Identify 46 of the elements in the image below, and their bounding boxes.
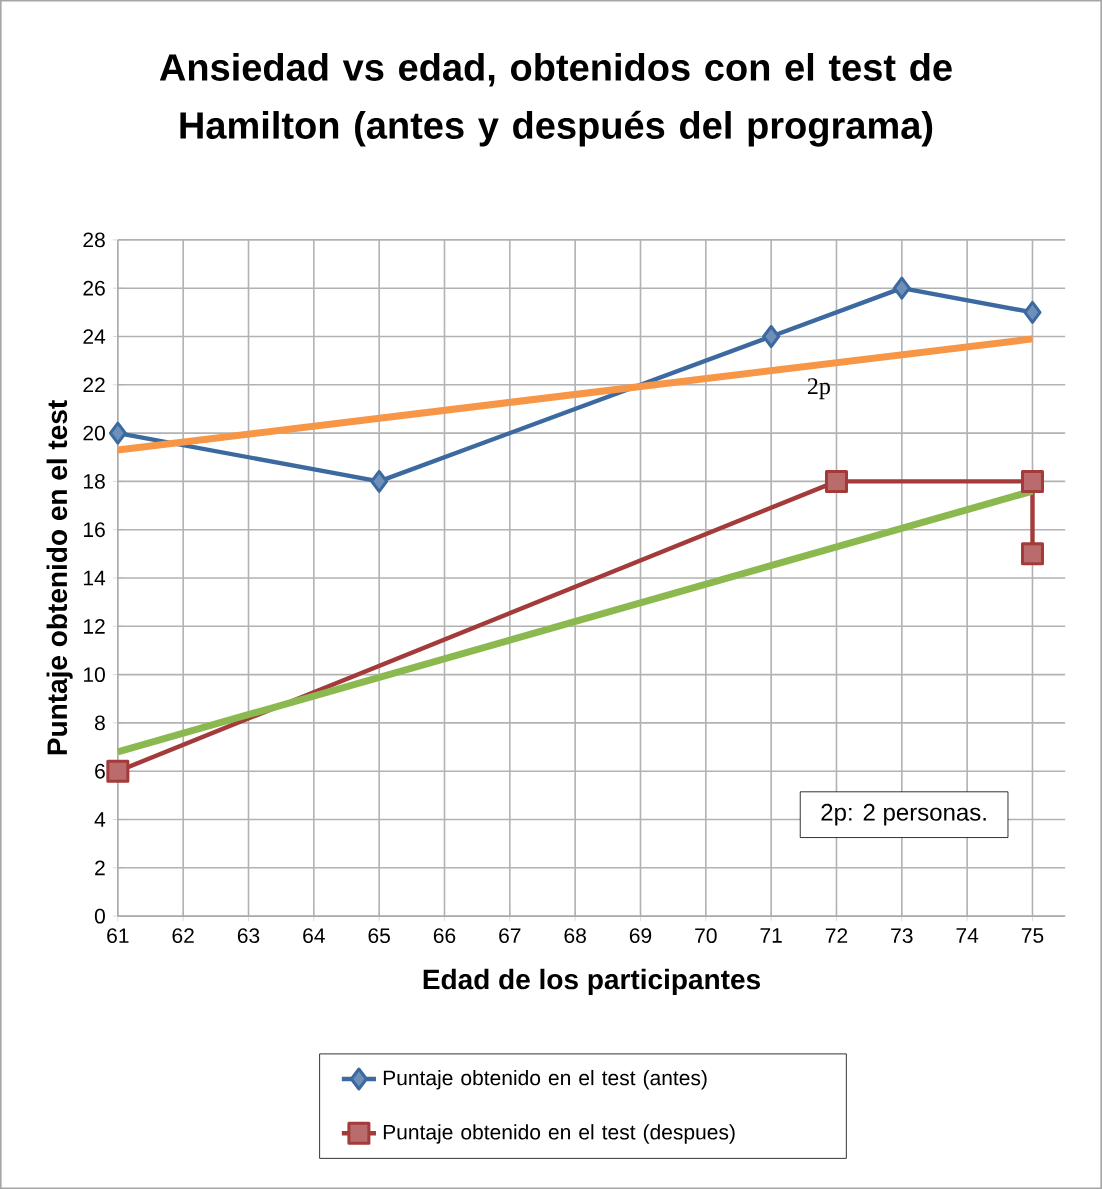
- y-tick-label: 18: [84, 473, 105, 489]
- y-tick-label: 28: [83, 232, 105, 248]
- y-tick-label: 8: [95, 715, 105, 731]
- y-tick-label: 24: [83, 329, 106, 344]
- legend-label: Puntaje obtenido en el test (despues): [383, 1124, 735, 1144]
- point: [825, 469, 849, 493]
- point: [1021, 469, 1045, 493]
- x-tick-label: 69: [629, 928, 652, 944]
- x-tick-label: 67: [499, 928, 521, 944]
- x-tick-label: 68: [564, 928, 586, 944]
- x-tick-label: 65: [368, 928, 390, 944]
- y-axis-title: Puntaje obtenido en el test: [46, 400, 73, 755]
- y-tick-label: 16: [84, 522, 105, 538]
- x-axis-title: Edad de los participantes: [423, 968, 761, 995]
- point: [762, 324, 781, 348]
- x-tick-label: 70: [695, 928, 717, 944]
- y-tick-label: 14: [84, 570, 106, 586]
- x-tick-label: 63: [237, 928, 260, 944]
- x-tick-label: 61: [107, 928, 129, 944]
- point: [892, 276, 911, 300]
- y-tick-label: 10: [84, 667, 105, 683]
- point: [1021, 542, 1045, 566]
- chart-title: Ansiedad vs edad, obtenidos con el test de Hamilton (antes y después del programa): [159, 53, 952, 147]
- x-tick-label: 66: [433, 928, 456, 944]
- x-tick-label: 71: [760, 928, 782, 943]
- point: [1023, 300, 1042, 324]
- annotation: 2p: 2 personas.: [821, 803, 986, 826]
- x-tick-label: 74: [956, 928, 979, 943]
- y-tick-label: 20: [83, 425, 105, 441]
- y-tick-label: 4: [94, 812, 106, 827]
- y-tick-label: 22: [83, 377, 105, 393]
- x-tick-label: 64: [303, 928, 325, 944]
- y-tick-label: 0: [94, 908, 105, 924]
- y-tick-label: 6: [95, 763, 105, 779]
- point: [108, 421, 127, 445]
- y-tick-label: 2: [95, 860, 105, 876]
- x-tick-label: 72: [825, 928, 848, 943]
- x-tick-label: 75: [1021, 928, 1044, 943]
- point: [106, 759, 130, 783]
- x-tick-label: 73: [891, 928, 913, 944]
- y-tick-label: 12: [84, 618, 105, 634]
- annotation: 2p: [807, 378, 830, 400]
- point: [370, 469, 389, 493]
- legend-label: Puntaje obtenido en el test (antes): [383, 1069, 707, 1090]
- y-tick-label: 26: [83, 280, 105, 296]
- x-tick-label: 62: [172, 928, 194, 944]
